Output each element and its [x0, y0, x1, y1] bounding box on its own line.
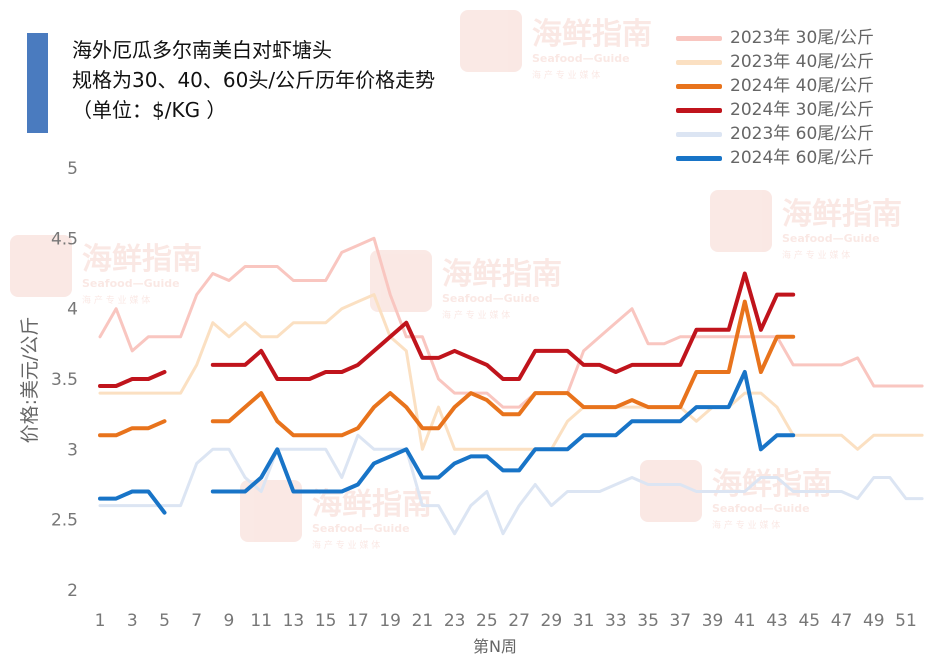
svg-text:海 产 专 业 媒 体: 海 产 专 业 媒 体	[532, 69, 600, 81]
svg-text:海 产 专 业 媒 体: 海 产 专 业 媒 体	[712, 519, 780, 531]
svg-text:Seafood—Guide: Seafood—Guide	[82, 277, 180, 290]
svg-text:海鲜指南: 海鲜指南	[712, 467, 832, 502]
x-tick-label: 41	[734, 611, 756, 631]
legend-item: 2023年 30尾/公斤	[676, 26, 926, 50]
y-axis-label: 价格:美元/公斤	[19, 317, 41, 444]
x-tick-label: 39	[702, 611, 724, 631]
x-tick-label: 45	[798, 611, 820, 631]
series-segment	[98, 370, 167, 388]
x-tick-label: 9	[224, 611, 235, 631]
series-segment	[210, 299, 796, 438]
svg-text:海鲜指南: 海鲜指南	[442, 257, 562, 292]
series-segment	[98, 433, 924, 536]
axis-layer: 22.533.544.551 3 5 7 9 11 13 15 17 19 21 23 25 27 29 31…	[51, 159, 917, 631]
legend-label: 2023年 30尾/公斤	[730, 28, 875, 48]
series-layer	[98, 236, 924, 536]
x-tick-label: 23	[444, 611, 466, 631]
x-axis-label: 第N周	[473, 637, 517, 656]
x-tick-label: 33	[605, 611, 627, 631]
svg-text:Seafood—Guide: Seafood—Guide	[712, 502, 810, 515]
svg-text:Seafood—Guide: Seafood—Guide	[782, 232, 880, 245]
y-tick-label: 2.5	[51, 511, 78, 531]
series-segment	[98, 419, 167, 438]
series-segment	[98, 489, 167, 515]
legend-swatch	[676, 84, 722, 89]
legend-swatch	[676, 132, 722, 137]
legend-label: 2024年 60尾/公斤	[730, 148, 875, 168]
x-tick-label: 7	[191, 611, 202, 631]
y-tick-label: 3.5	[51, 370, 78, 390]
svg-text:海鲜指南: 海鲜指南	[82, 242, 202, 277]
legend-item: 2023年 40尾/公斤	[676, 50, 926, 74]
x-tick-label: 35	[637, 611, 659, 631]
series-line	[98, 293, 924, 451]
legend-item: 2024年 60尾/公斤	[676, 146, 926, 170]
x-tick-label: 25	[476, 611, 498, 631]
x-tick-label: 37	[669, 611, 691, 631]
x-tick-label: 43	[766, 611, 788, 631]
series-line	[98, 236, 924, 409]
x-tick-label: 11	[250, 611, 272, 631]
legend-swatch	[676, 60, 722, 65]
legend-label: 2023年 60尾/公斤	[730, 124, 875, 144]
x-tick-label: 31	[573, 611, 595, 631]
series-line	[98, 370, 796, 515]
chart-title-line-3: （单位：$/KG ）	[72, 98, 227, 122]
legend-item: 2024年 30尾/公斤	[676, 98, 926, 122]
legend-swatch	[676, 108, 722, 113]
x-tick-label: 27	[508, 611, 530, 631]
chart-title-line-2: 规格为30、40、60头/公斤历年价格走势	[72, 68, 436, 92]
y-tick-label: 3	[67, 440, 78, 460]
svg-text:海 产 专 业 媒 体: 海 产 专 业 媒 体	[312, 539, 380, 551]
y-tick-label: 4.5	[51, 229, 78, 249]
svg-text:Seafood—Guide: Seafood—Guide	[312, 522, 410, 535]
series-line	[98, 433, 924, 536]
x-tick-label: 21	[412, 611, 434, 631]
x-tick-label: 13	[283, 611, 305, 631]
legend-label: 2023年 40尾/公斤	[730, 52, 875, 72]
x-tick-label: 51	[895, 611, 917, 631]
x-tick-label: 29	[541, 611, 563, 631]
svg-text:Seafood—Guide: Seafood—Guide	[442, 292, 540, 305]
x-tick-label: 49	[863, 611, 885, 631]
legend-item: 2024年 40尾/公斤	[676, 74, 926, 98]
svg-text:海 产 专 业 媒 体: 海 产 专 业 媒 体	[82, 294, 150, 306]
y-tick-label: 4	[67, 300, 78, 320]
x-tick-label: 1	[95, 611, 106, 631]
legend-label: 2024年 40尾/公斤	[730, 76, 875, 96]
svg-text:海鲜指南: 海鲜指南	[532, 17, 652, 52]
y-tick-label: 5	[67, 159, 78, 179]
legend-swatch	[676, 156, 722, 161]
x-tick-label: 3	[127, 611, 138, 631]
svg-text:Seafood—Guide: Seafood—Guide	[532, 52, 630, 65]
series-segment	[210, 271, 796, 381]
series-line	[98, 271, 796, 388]
series-segment	[98, 236, 924, 409]
title-accent-bar	[27, 33, 48, 133]
series-segment	[210, 370, 796, 494]
x-tick-label: 15	[315, 611, 337, 631]
y-tick-label: 2	[67, 581, 78, 601]
legend-label: 2024年 30尾/公斤	[730, 100, 875, 120]
svg-text:海 产 专 业 媒 体: 海 产 专 业 媒 体	[442, 309, 510, 321]
x-tick-label: 17	[347, 611, 369, 631]
legend-swatch	[676, 36, 722, 41]
x-tick-label: 5	[159, 611, 170, 631]
series-line	[98, 299, 796, 438]
chart-title-line-1: 海外厄瓜多尔南美白对虾塘头	[72, 38, 332, 62]
series-segment	[98, 293, 924, 451]
x-tick-label: 47	[831, 611, 853, 631]
svg-text:海鲜指南: 海鲜指南	[782, 197, 902, 232]
svg-text:海 产 专 业 媒 体: 海 产 专 业 媒 体	[782, 249, 850, 261]
x-tick-label: 19	[379, 611, 401, 631]
legend-item: 2023年 60尾/公斤	[676, 122, 926, 146]
